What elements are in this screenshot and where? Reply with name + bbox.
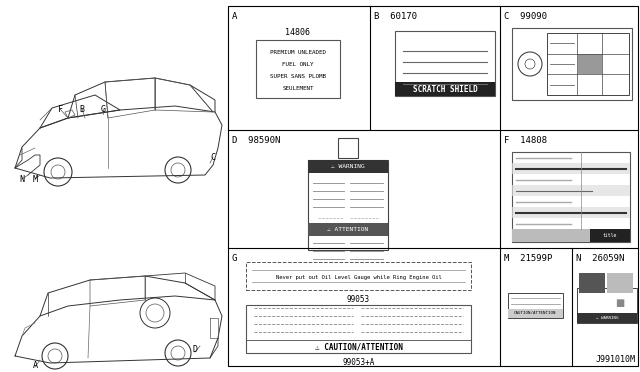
Text: B: B (79, 105, 84, 113)
Text: D  98590N: D 98590N (232, 136, 280, 145)
Text: Never put out Oil Level Gauge while Ring Engine Oil: Never put out Oil Level Gauge while Ring… (276, 276, 442, 280)
Text: SCRATCH SHIELD: SCRATCH SHIELD (413, 84, 477, 93)
Text: F  14808: F 14808 (504, 136, 547, 145)
Text: 99053: 99053 (347, 295, 370, 304)
Text: C  99090: C 99090 (504, 12, 547, 21)
Bar (246, 340, 471, 353)
Bar (607, 273, 633, 293)
Bar (508, 293, 563, 318)
Bar (577, 313, 637, 323)
Text: ⚠ CAUTION/ATTENTION: ⚠ CAUTION/ATTENTION (315, 342, 403, 351)
Text: J991010M: J991010M (596, 355, 636, 364)
Bar (512, 229, 590, 242)
Bar (508, 309, 563, 318)
Bar (590, 229, 630, 242)
Bar (308, 160, 388, 173)
Bar (308, 223, 388, 236)
Text: G: G (100, 105, 106, 113)
Text: ■: ■ (616, 298, 625, 308)
Text: N: N (19, 174, 24, 183)
Bar (578, 54, 602, 74)
Bar (246, 305, 471, 353)
Bar (246, 262, 471, 290)
Text: ⚠: ⚠ (589, 300, 595, 306)
Bar (547, 33, 629, 95)
Text: G: G (232, 254, 237, 263)
Text: CAUTION/ATTENTION: CAUTION/ATTENTION (515, 311, 557, 315)
Bar (256, 40, 340, 98)
Text: SUPER SANS PLOMB: SUPER SANS PLOMB (270, 74, 326, 79)
Text: 14806: 14806 (285, 28, 310, 37)
Bar (512, 28, 632, 100)
Text: A: A (232, 12, 237, 21)
Text: ⚠ WARNING: ⚠ WARNING (596, 316, 618, 320)
Text: title: title (603, 233, 617, 238)
Bar (395, 31, 495, 96)
Bar (512, 185, 630, 196)
Bar (308, 160, 388, 250)
Text: PREMIUM UNLEADED: PREMIUM UNLEADED (270, 50, 326, 55)
Bar (512, 163, 630, 174)
Bar (338, 138, 358, 158)
Text: A: A (33, 360, 38, 369)
Text: 99053+A: 99053+A (342, 358, 374, 367)
Bar (512, 152, 630, 242)
Bar (512, 207, 630, 218)
Text: M  21599P: M 21599P (504, 254, 552, 263)
Text: B  60170: B 60170 (374, 12, 417, 21)
Text: FUEL ONLY: FUEL ONLY (282, 62, 314, 67)
Bar (395, 82, 495, 96)
Text: SEULEMENT: SEULEMENT (282, 86, 314, 91)
Bar (228, 6, 638, 366)
Bar (579, 273, 605, 293)
Text: ⚠ ATTENTION: ⚠ ATTENTION (328, 227, 369, 232)
Text: N  26059N: N 26059N (576, 254, 625, 263)
Text: D: D (193, 346, 198, 355)
Text: ⚠ WARNING: ⚠ WARNING (331, 164, 365, 169)
Bar (577, 288, 637, 323)
Text: F: F (58, 105, 63, 113)
Text: C: C (211, 153, 216, 161)
Text: M: M (33, 174, 38, 183)
